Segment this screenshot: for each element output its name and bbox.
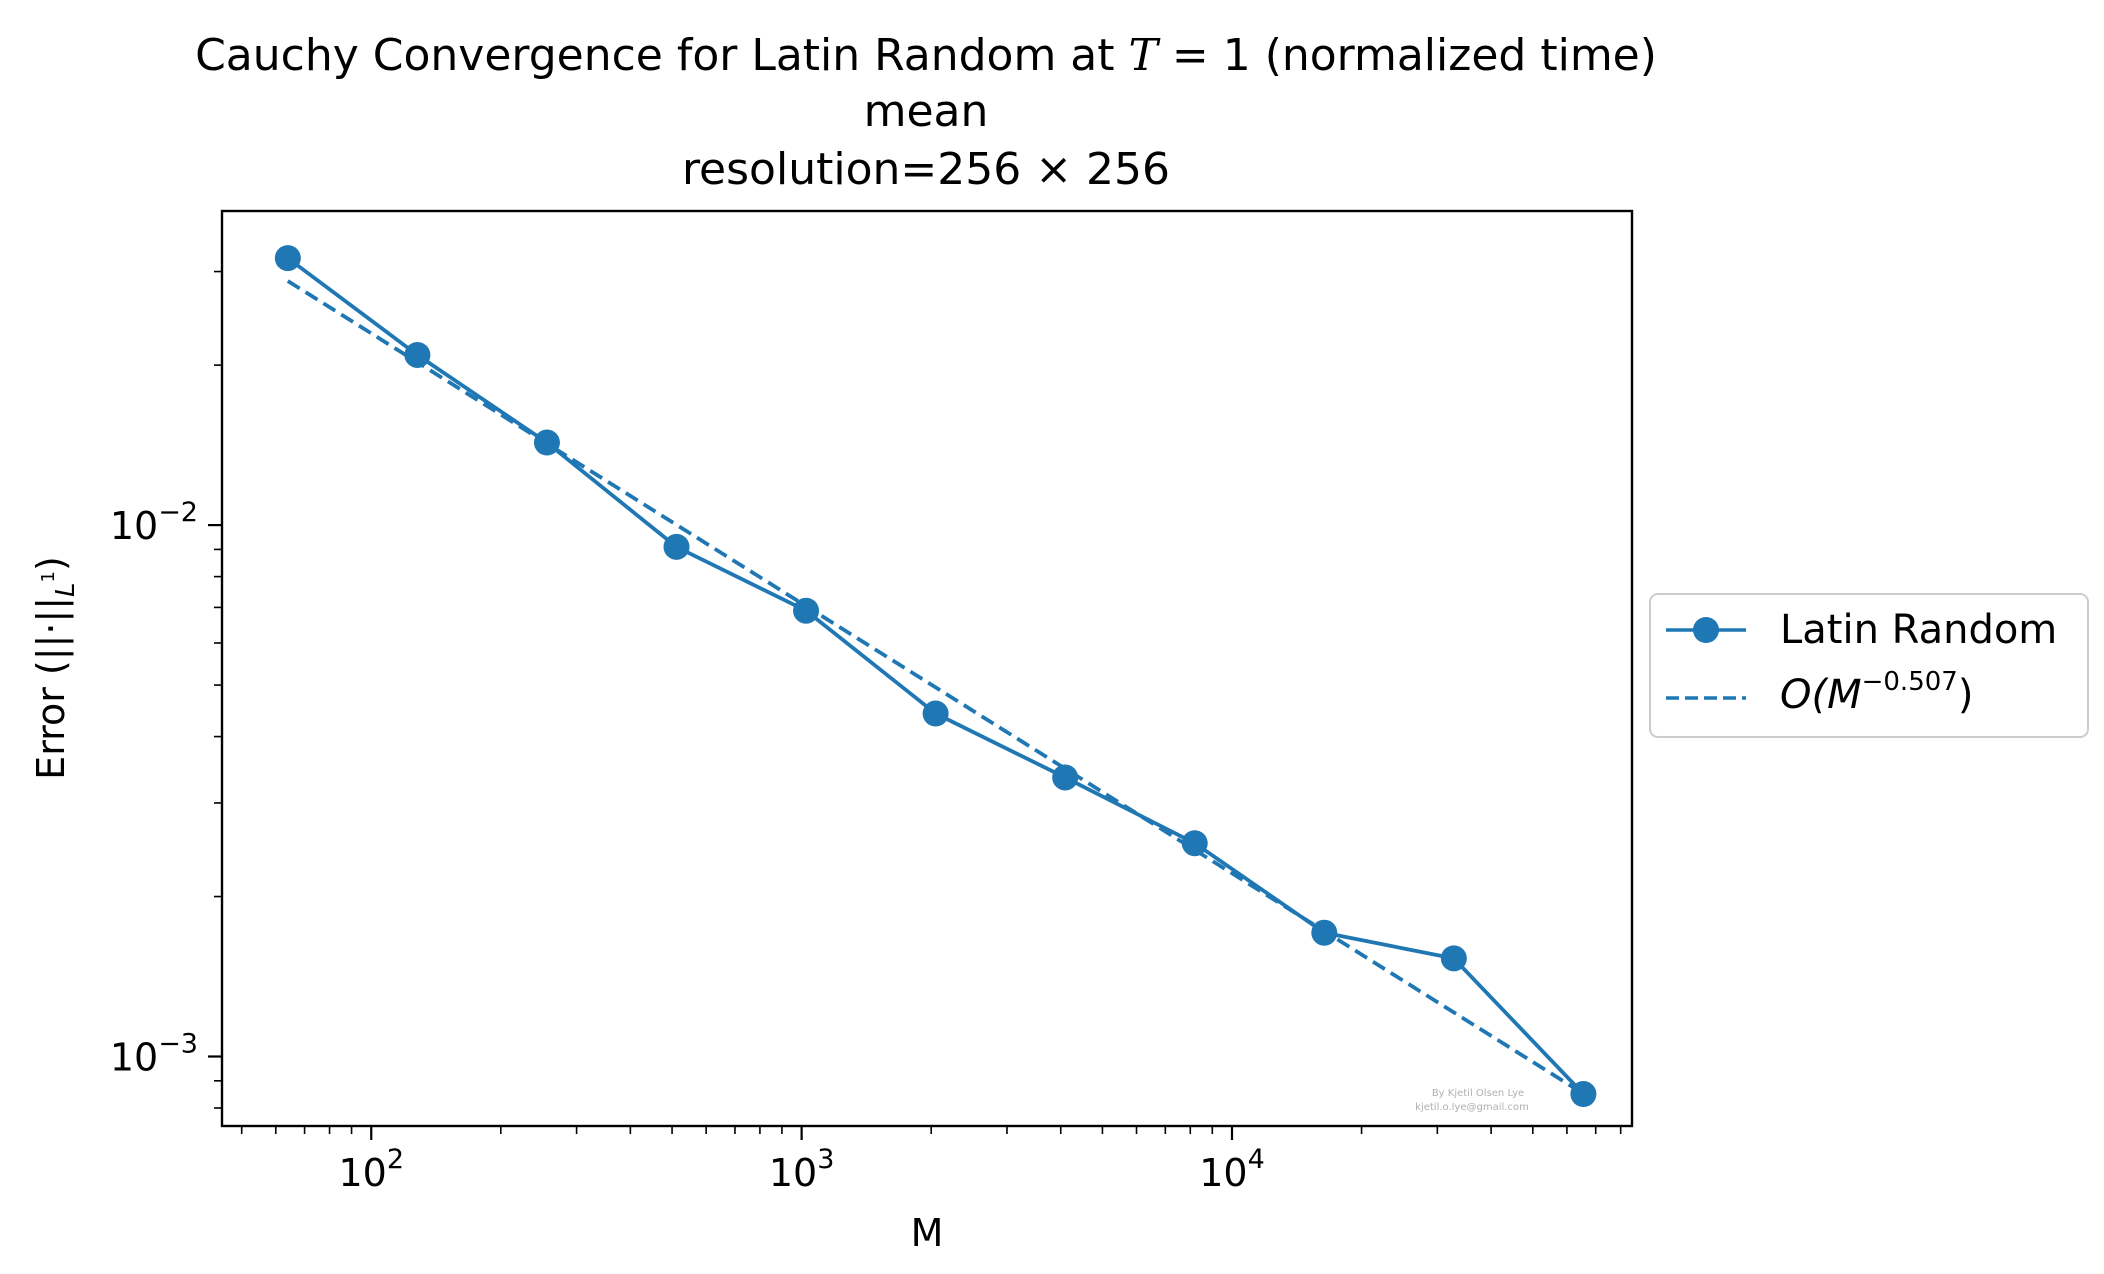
data-point-latin-random — [663, 533, 690, 560]
axes-frame — [220, 209, 1634, 1128]
data-point-latin-random — [1181, 830, 1208, 857]
series-line-rate-fit — [286, 279, 1585, 1096]
legend-marker-latin-random — [1693, 617, 1719, 643]
legend-box — [1649, 593, 2089, 738]
data-point-latin-random — [274, 245, 301, 272]
x-tick-label: 103 — [769, 1144, 835, 1195]
y-axis-ticks: 10−2 10−3 — [110, 270, 222, 1109]
x-axis-label: M — [911, 1211, 944, 1255]
x-tick-label: 104 — [1199, 1144, 1265, 1195]
chart-title-line1: Cauchy Convergence for Latin Random at T… — [195, 30, 1657, 81]
data-point-latin-random — [1052, 764, 1079, 791]
data-point-latin-random — [1570, 1081, 1597, 1108]
data-point-latin-random — [1311, 919, 1338, 946]
watermark-author: By Kjetil Olsen Lye — [1432, 1088, 1524, 1099]
data-point-latin-random — [1440, 945, 1467, 972]
watermark-email: kjetil.o.lye@gmail.com — [1415, 1102, 1529, 1113]
data-point-latin-random — [533, 429, 560, 456]
legend-label-rate-fit: O(M−0.507) — [1780, 667, 1973, 718]
data-point-latin-random — [404, 341, 431, 368]
plot-area: 102 103 104 10−2 10−3 — [110, 209, 1634, 1195]
y-tick-label: 10−2 — [110, 497, 198, 548]
series-layer — [274, 245, 1597, 1108]
chart-title-line2: mean — [864, 86, 989, 137]
y-tick-label: 10−3 — [110, 1029, 198, 1080]
legend: Latin Random O(M−0.507) — [1649, 593, 2089, 738]
legend-label-latin-random: Latin Random — [1780, 607, 2057, 653]
chart-title-line3: resolution=256 × 256 — [682, 144, 1170, 195]
x-axis-ticks: 102 103 104 — [240, 1126, 1622, 1195]
x-tick-label: 102 — [338, 1144, 404, 1195]
data-point-latin-random — [793, 597, 820, 624]
y-axis-label: Error (||·||L1) — [29, 556, 81, 780]
data-point-latin-random — [922, 700, 949, 727]
